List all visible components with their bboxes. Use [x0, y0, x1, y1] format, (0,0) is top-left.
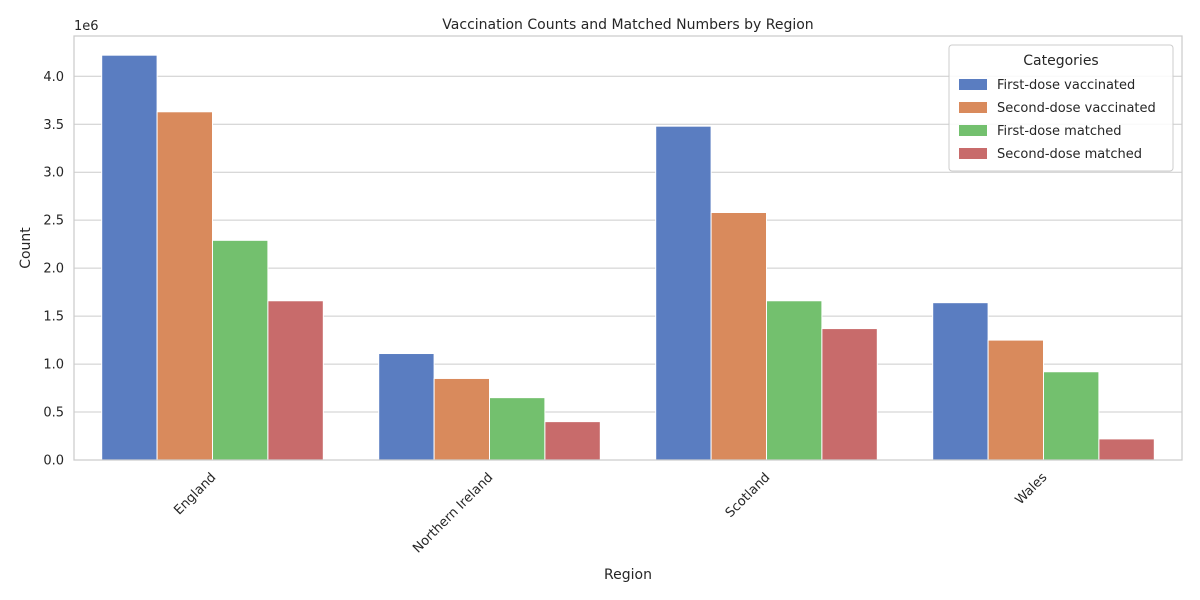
legend-label: First-dose matched	[997, 124, 1122, 139]
legend: Categories First-dose vaccinated Second-d…	[948, 44, 1174, 172]
y-tick-labels: 0.0 0.5 1.0 1.5 2.0 2.5 3.0 3.5 4.0	[43, 70, 64, 469]
legend-items: First-dose vaccinated Second-dose vaccina…	[959, 78, 1156, 162]
y-axis-label: Count	[18, 227, 34, 269]
bar	[710, 212, 767, 461]
bar	[489, 397, 546, 461]
x-tick-labels: England Northern Ireland Scotland Wales	[171, 470, 1050, 556]
bars	[101, 54, 1155, 461]
bar	[267, 300, 324, 461]
bar	[1098, 438, 1155, 461]
legend-swatch	[959, 148, 987, 159]
y-tick-label: 2.0	[43, 262, 64, 277]
y-tick-label: 0.0	[43, 454, 64, 469]
bar	[544, 421, 601, 461]
y-tick-label: 2.5	[43, 214, 64, 229]
y-tick-label: 4.0	[43, 70, 64, 85]
legend-swatch	[959, 79, 987, 90]
plot-frame	[73, 35, 1183, 461]
bar	[156, 111, 214, 461]
bar	[1043, 371, 1100, 461]
x-axis-label: Region	[604, 567, 652, 583]
legend-box	[948, 44, 1174, 172]
bar	[766, 300, 823, 461]
bar	[433, 377, 491, 461]
x-tick-label: Northern Ireland	[410, 470, 496, 556]
chart-title: Vaccination Counts and Matched Numbers b…	[442, 17, 813, 33]
legend-label: Second-dose vaccinated	[997, 101, 1156, 116]
y-tick-label: 3.5	[43, 118, 64, 133]
bar	[987, 339, 1044, 461]
bar	[932, 302, 989, 461]
legend-swatch	[959, 102, 987, 113]
bar	[101, 54, 158, 461]
x-tick-label: England	[171, 470, 219, 518]
y-tick-label: 1.5	[43, 310, 64, 325]
legend-label: First-dose vaccinated	[997, 78, 1135, 93]
y-tick-label: 3.0	[43, 166, 64, 181]
x-tick-label: Scotland	[723, 470, 774, 521]
bar	[378, 353, 435, 461]
y-offset-label: 1e6	[74, 19, 99, 34]
bar	[655, 125, 712, 461]
legend-label: Second-dose matched	[997, 147, 1142, 162]
legend-title: Categories	[1023, 53, 1098, 69]
legend-swatch	[959, 125, 987, 136]
bar	[821, 328, 878, 461]
bar	[212, 239, 269, 461]
x-tick-label: Wales	[1013, 470, 1051, 508]
y-tick-label: 0.5	[43, 406, 64, 421]
y-tick-label: 1.0	[43, 358, 64, 373]
